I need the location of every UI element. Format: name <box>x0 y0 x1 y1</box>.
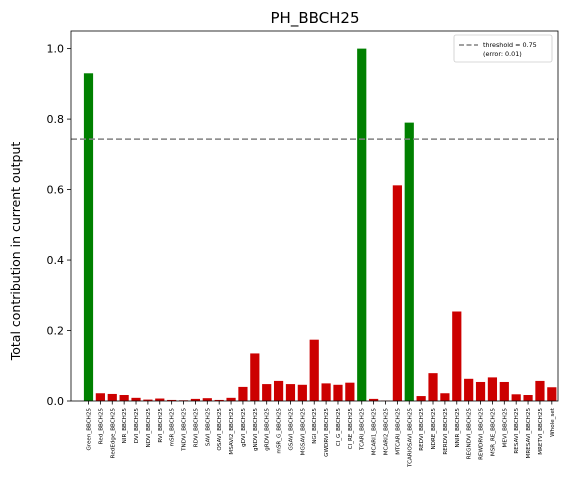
bar-RVI_BBCH25 <box>155 398 165 401</box>
x-tick-label: CI_G_BBCH25 <box>336 408 342 447</box>
x-tick-label: NIR_BBCH25 <box>122 408 128 444</box>
x-tick-label: gNDVI_BBCH25 <box>253 408 259 451</box>
x-tick-label: CI_RE_BBCH25 <box>348 408 354 450</box>
x-tick-label: RDVI_BBCH25 <box>193 408 199 448</box>
x-tick-label: REGNDVI_BBCH25 <box>467 408 473 460</box>
x-tick-label: MSR_RE_BBCH25 <box>490 408 496 457</box>
bar-NNIR_BBCH25 <box>452 311 462 401</box>
legend: threshold = 0.75 (error: 0.01) <box>453 34 553 63</box>
legend-label-error: (error: 0.01) <box>483 50 522 58</box>
bar-RERDVI_BBCH25 <box>440 393 450 401</box>
bar-MEVI_BBCH25 <box>499 381 509 401</box>
y-tick-label: 1.0 <box>47 43 65 56</box>
x-tick-label: MCARI1_BBCH25 <box>372 408 378 456</box>
bar-MSR_RE_BBCH25 <box>487 377 498 401</box>
x-axis: Green_BBCH25 Red_BBCH25 RedEdge_BBCH25 NIR_… <box>87 401 556 468</box>
bar-TCARIOSAVI_BBCH25 <box>404 122 414 402</box>
bar-Whole_set <box>547 387 557 401</box>
x-tick-label: Whole_set <box>550 407 556 437</box>
bar-NIR_BBCH25 <box>119 395 129 401</box>
bar-NDVI_BBCH25 <box>143 399 153 401</box>
bar-MRETVI_BBCH25 <box>535 380 545 401</box>
x-tick-label: RVI_BBCH25 <box>158 408 164 443</box>
bar-RDVI_BBCH25 <box>190 398 201 401</box>
bar-REDVI_BBCH25 <box>416 396 426 401</box>
x-tick-label: DVI_BBCH25 <box>134 408 140 444</box>
x-tick-label: NGI_BBCH25 <box>312 408 318 444</box>
bar-gNDVI_BBCH25 <box>250 353 260 401</box>
x-tick-label: MCARI2_BBCH25 <box>384 408 390 456</box>
x-tick-label: MRETVI_BBCH25 <box>538 408 544 455</box>
x-tick-label: gRDVI_BBCH25 <box>265 408 271 451</box>
bar-RedEdge_BBCH25 <box>107 393 117 401</box>
bar-OSAVI_BBCH25 <box>214 399 224 401</box>
x-tick-label: Red_BBCH25 <box>98 408 104 445</box>
bar-REWDRVI_BBCH25 <box>475 381 486 401</box>
y-axis: 0.0 0.2 0.4 0.6 0.8 1.0 <box>47 43 71 408</box>
x-tick-label: REDVI_BBCH25 <box>419 408 425 451</box>
bar-SAVI_BBCH25 <box>202 398 212 401</box>
y-tick-label: 0.6 <box>47 184 65 197</box>
x-tick-label: NDVI_BBCH25 <box>146 408 152 448</box>
bar-gRDVI_BBCH25 <box>262 384 272 401</box>
bar-CI_G_BBCH25 <box>333 384 343 401</box>
y-tick-label: 0.0 <box>47 395 65 408</box>
bar-DVI_BBCH25 <box>131 397 141 401</box>
x-tick-label: MSAVI2_BBCH25 <box>229 408 235 455</box>
x-tick-label: MGSAVI_BBCH25 <box>300 408 306 456</box>
x-tick-label: TCARIOSAVI_BBCH25 <box>407 408 413 468</box>
x-tick-label: mSR_G_BBCH25 <box>277 408 283 454</box>
x-tick-label: RedEdge_BBCH25 <box>110 408 116 459</box>
bar-NGI_BBCH25 <box>309 339 319 401</box>
y-axis-label: Total contribution in current output <box>8 142 23 362</box>
bar-GSAVI_BBCH25 <box>285 384 296 401</box>
x-tick-label: MTCARI_BBCH25 <box>395 408 401 455</box>
bar-CI_RE_BBCH25 <box>345 382 355 401</box>
chart-title: PH_BBCH25 <box>271 9 360 28</box>
bar-TCARI_BBCH25 <box>357 48 367 402</box>
bar-MRESAVI_BBCH25 <box>523 395 533 401</box>
bar-MGSAVI_BBCH25 <box>297 384 307 401</box>
y-tick-label: 0.2 <box>47 325 65 338</box>
bar-mSR_BBCH25 <box>167 399 177 401</box>
x-tick-label: GSAVI_BBCH25 <box>288 408 294 451</box>
x-tick-label: TCARI_BBCH25 <box>360 408 366 451</box>
y-tick-label: 0.4 <box>47 254 65 267</box>
legend-label-threshold: threshold = 0.75 <box>483 41 537 49</box>
bar-NDRE_BBCH25 <box>428 373 438 401</box>
x-tick-label: RERDVI_BBCH25 <box>443 408 449 455</box>
bar-MSAVI2_BBCH25 <box>226 397 236 401</box>
bar-Green_BBCH25 <box>83 73 94 401</box>
x-tick-label: OSAVI_BBCH25 <box>217 408 223 451</box>
x-tick-label: MRESAVI_BBCH25 <box>526 408 532 459</box>
bar-gDVI_BBCH25 <box>238 386 248 401</box>
bar-RESAVI_BBCH25 <box>511 394 521 401</box>
y-tick-label: 0.8 <box>47 113 65 126</box>
x-tick-label: RESAVI_BBCH25 <box>514 408 520 454</box>
bars-group <box>83 48 557 402</box>
x-tick-label: gDVI_BBCH25 <box>241 408 247 447</box>
x-tick-label: REWDRVI_BBCH25 <box>479 408 485 460</box>
x-tick-label: NNIR_BBCH25 <box>455 408 461 448</box>
x-tick-label: Green_BBCH25 <box>87 408 93 451</box>
x-tick-label: SAVI_BBCH25 <box>205 408 211 447</box>
x-tick-label: mSR_BBCH25 <box>170 408 176 447</box>
x-tick-label: GWDRVI_BBCH25 <box>324 408 330 457</box>
bar-MCARI1_BBCH25 <box>369 398 379 401</box>
bar-REGNDVI_BBCH25 <box>464 378 474 401</box>
bar-GWDRVI_BBCH25 <box>321 383 331 401</box>
x-tick-label: TNDVI_BBCH25 <box>182 408 188 452</box>
x-tick-label: MEVI_BBCH25 <box>502 408 508 448</box>
bar-mSR_G_BBCH25 <box>273 380 284 401</box>
legend-box <box>453 34 553 63</box>
x-tick-label: NDRE_BBCH25 <box>431 408 437 450</box>
bar-Red_BBCH25 <box>95 393 105 401</box>
plot-frame <box>70 30 559 402</box>
bar-MTCARI_BBCH25 <box>392 185 402 401</box>
